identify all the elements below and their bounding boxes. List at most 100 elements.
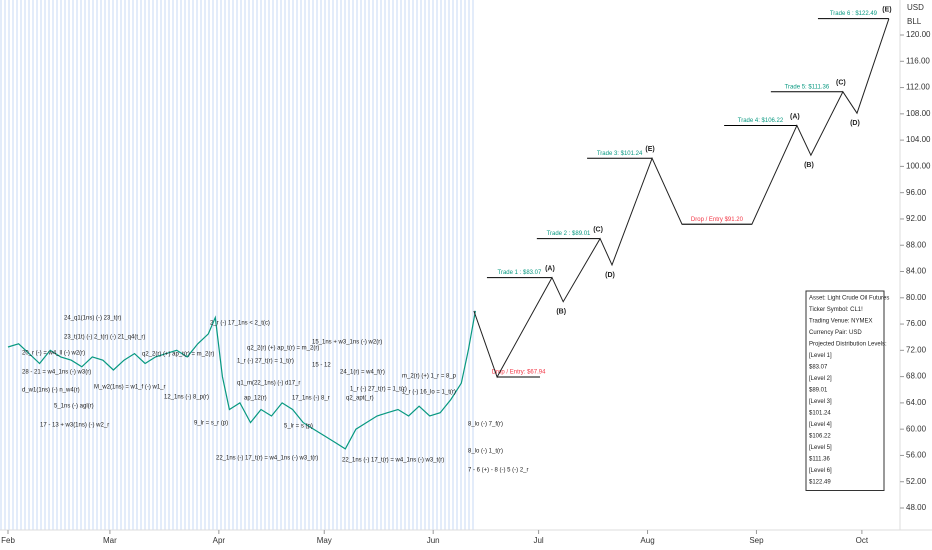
annotation: 17_1ns (-) 8_r bbox=[292, 396, 330, 402]
wave-label: (B) bbox=[804, 162, 814, 169]
level-label: Trade 2 : $89.01 bbox=[547, 231, 591, 237]
info-line: Ticker Symbol: CL1! bbox=[809, 307, 863, 313]
info-line: $111.36 bbox=[809, 457, 830, 463]
annotation: 9_lr = s_r (p) bbox=[194, 421, 228, 427]
y-tick-label: 56.00 bbox=[906, 451, 927, 460]
x-tick-label: Jun bbox=[427, 536, 440, 545]
wave-label: (A) bbox=[790, 113, 800, 120]
annotation: 15 - 12 bbox=[312, 363, 331, 369]
y-tick-label: 72.00 bbox=[906, 345, 927, 354]
annotation: 1_r (-) 27_t(r) = 1_t(r) bbox=[237, 359, 294, 365]
annotation: 20_r (-) = w4_ll (-) w2(r) bbox=[22, 351, 85, 357]
annotation: M_w2(1ns) = w1_f (-) w1_r bbox=[94, 385, 166, 391]
x-tick-label: Feb bbox=[1, 536, 15, 545]
history-background bbox=[0, 0, 476, 530]
annotation: 8_lo (-) 1_t(r) bbox=[468, 449, 503, 455]
annotation: ap_12(r) bbox=[244, 396, 267, 402]
wave-label: (A) bbox=[545, 265, 555, 272]
annotation: 7 - 6 (+) - 8 (-) 5 (-) 2_r bbox=[468, 468, 529, 474]
currency: USD bbox=[907, 3, 924, 12]
level-label: Trade 5: $111.36 bbox=[785, 84, 830, 90]
info-line: [Level 2] bbox=[809, 376, 832, 382]
series-line bbox=[7, 310, 476, 450]
y-tick-label: 64.00 bbox=[906, 398, 927, 407]
y-tick-label: 80.00 bbox=[906, 293, 927, 302]
level-label: Trade 1 : $83.07 bbox=[498, 270, 542, 276]
x-tick-label: Sep bbox=[749, 536, 764, 545]
wave-label: (C) bbox=[593, 226, 603, 233]
info-line: $83.07 bbox=[809, 365, 828, 371]
symbol-code: BLL bbox=[907, 17, 922, 26]
series-line bbox=[473, 18, 890, 379]
info-line: [Level 3] bbox=[809, 399, 832, 405]
info-line: [Level 6] bbox=[809, 468, 832, 474]
annotation: q2_2(r) (+) ap_t(r) = m_2(r) bbox=[142, 352, 214, 358]
level-label: Trade 3: $101.24 bbox=[597, 151, 643, 157]
annotation: d_w1(1ns) (-) n_w4(r) bbox=[22, 388, 80, 394]
x-tick-label: Apr bbox=[213, 536, 226, 545]
y-tick-label: 100.00 bbox=[906, 162, 931, 171]
y-tick-label: 92.00 bbox=[906, 214, 927, 223]
wave-label: (C) bbox=[836, 80, 846, 87]
info-line: $101.24 bbox=[809, 411, 831, 417]
wave-label: (E) bbox=[645, 146, 654, 153]
y-tick-label: 60.00 bbox=[906, 424, 927, 433]
annotation: 8_lo (-) 7_f(r) bbox=[468, 422, 503, 428]
x-tick-label: May bbox=[317, 536, 332, 545]
annotation: 23_t(1t) (-) 2_t(r) (-) 21_q4(t_r) bbox=[64, 335, 145, 341]
y-tick-label: 96.00 bbox=[906, 188, 927, 197]
info-line: Currency Pair: USD bbox=[809, 330, 862, 336]
level-label: Trade 4: $106.22 bbox=[738, 118, 784, 124]
info-line: [Level 5] bbox=[809, 445, 832, 451]
annotation: 1_r (-) 16_lo = 1_t(r) bbox=[402, 390, 456, 396]
annotation: 5_1ns (-) agl(r) bbox=[54, 404, 94, 410]
x-tick-label: Aug bbox=[640, 536, 654, 545]
wave-label: (D) bbox=[605, 272, 615, 279]
annotation: m_2(r) (+) 1_r = 8_p bbox=[402, 374, 457, 380]
info-line: $122.49 bbox=[809, 480, 831, 486]
info-line: $106.22 bbox=[809, 434, 831, 440]
x-tick-label: Oct bbox=[856, 536, 869, 545]
info-line: Trading Venue: NYMEX bbox=[809, 319, 872, 325]
annotation: 12_1ns (-) 8_p(r) bbox=[164, 395, 209, 401]
y-tick-label: 52.00 bbox=[906, 477, 927, 486]
y-tick-label: 112.00 bbox=[906, 83, 930, 92]
y-tick-label: 84.00 bbox=[906, 267, 927, 276]
y-tick-label: 48.00 bbox=[906, 503, 927, 512]
y-tick-label: 68.00 bbox=[906, 372, 927, 381]
y-tick-label: 116.00 bbox=[906, 56, 930, 65]
annotation: 22_1ns (-) 17_t(r) = w4_1ns (-) w3_t(r) bbox=[216, 456, 318, 462]
annotation: q2_2(r) (+) ap_t(r) = m_2(r) bbox=[247, 346, 319, 352]
y-tick-label: 108.00 bbox=[906, 109, 931, 118]
wave-label: (B) bbox=[556, 309, 566, 316]
y-tick-label: 76.00 bbox=[906, 319, 927, 328]
info-line: [Level 1] bbox=[809, 353, 832, 359]
annotation: q2_apt(_r) bbox=[346, 396, 374, 402]
info-box bbox=[805, 290, 885, 491]
level-label: Trade 6 : $122.49 bbox=[830, 11, 878, 17]
annotation: 15_1ns + w3_1ns (-) w2(r) bbox=[312, 340, 382, 346]
info-line: Asset: Light Crude Oil Futures bbox=[809, 296, 889, 302]
info-line: Projected Distribution Levels: bbox=[809, 342, 887, 348]
level-label: Drop / Entry $91.20 bbox=[691, 217, 744, 223]
annotation: 22_1ns (-) 17_t(r) = w4_1ns (-) w3_t(r) bbox=[342, 458, 444, 464]
info-line: [Level 4] bbox=[809, 422, 832, 428]
annotation: 17 - 13 + w3(1ns) (-) w2_r bbox=[40, 423, 109, 429]
wave-label: (E) bbox=[882, 7, 891, 14]
x-tick-label: Jul bbox=[533, 536, 543, 545]
annotation: 1_r (-) 27_t(r) = 1_t(r) bbox=[350, 387, 407, 393]
annotation: 2_r (-) 17_1ns < 2_t(c) bbox=[210, 321, 270, 327]
annotation: 28 - 21 = w4_1ns (-) w3(r) bbox=[22, 370, 91, 376]
level-label: Drop / Entry: $67.94 bbox=[492, 370, 546, 376]
annotation: 24_1(r) = w4_f(r) bbox=[340, 370, 385, 376]
y-tick-label: 120.00 bbox=[906, 30, 931, 39]
wave-label: (D) bbox=[850, 120, 860, 127]
info-line: $89.01 bbox=[809, 388, 828, 394]
x-tick-label: Mar bbox=[103, 536, 117, 545]
annotation: 5_lr = s (p) bbox=[284, 424, 313, 430]
annotation: q1_m(22_1ns) (-) d17_r bbox=[237, 381, 300, 387]
y-tick-label: 88.00 bbox=[906, 240, 927, 249]
y-tick-label: 104.00 bbox=[906, 135, 931, 144]
